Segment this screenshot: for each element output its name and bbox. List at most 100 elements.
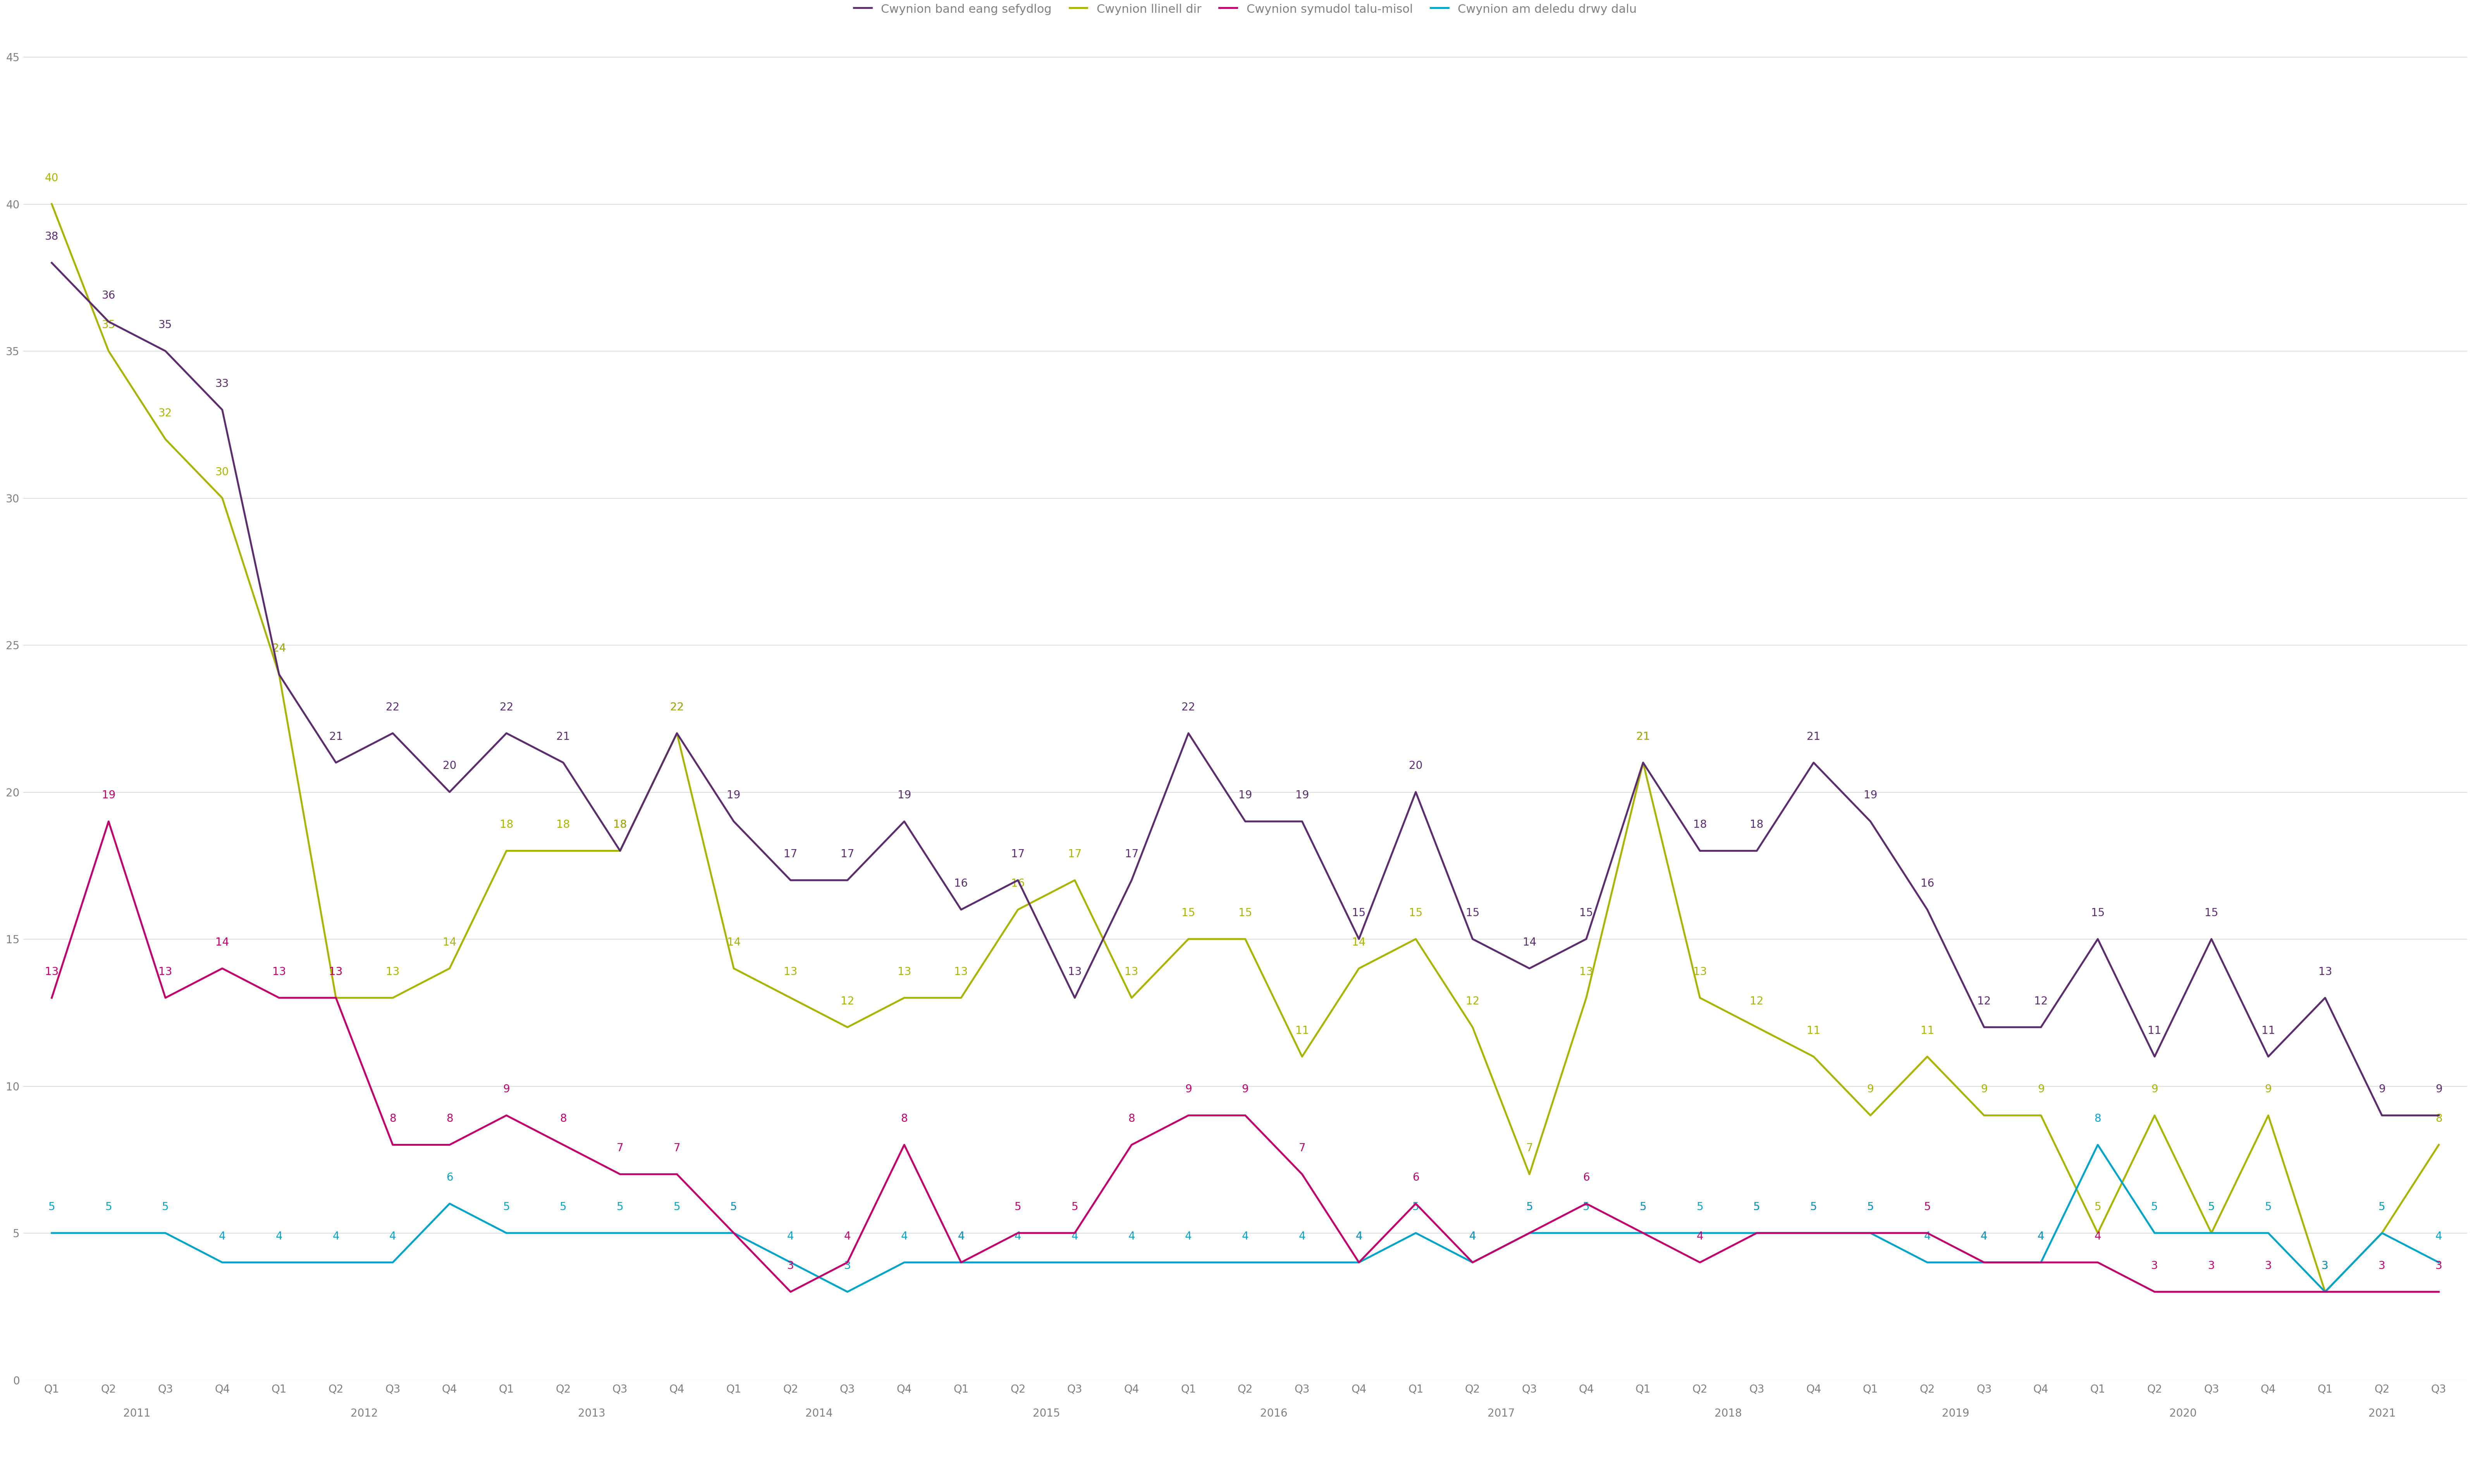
Cwynion llinell dir [2025, 1107, 2055, 1125]
Text: 18: 18 [1694, 819, 1706, 830]
Text: 5: 5 [2095, 1202, 2102, 1212]
Text: 17: 17 [1011, 849, 1024, 859]
Cwynion symudol talu-misol [1912, 1224, 1941, 1242]
Cwynion band eang sefydlog [890, 813, 920, 831]
Cwynion band eang sefydlog [549, 754, 579, 772]
Cwynion symudol talu-misol [378, 1135, 408, 1153]
Cwynion band eang sefydlog [2196, 930, 2226, 948]
Text: 33: 33 [215, 378, 230, 389]
Text: 13: 13 [272, 966, 287, 978]
Cwynion symudol talu-misol [2025, 1254, 2055, 1272]
Cwynion symudol talu-misol [1232, 1107, 1261, 1125]
Text: 5: 5 [616, 1202, 623, 1212]
Cwynion band eang sefydlog [2310, 988, 2339, 1006]
Text: 19: 19 [898, 789, 910, 801]
Text: 3: 3 [2322, 1260, 2330, 1272]
Text: 4: 4 [2038, 1232, 2045, 1242]
Cwynion am deledu drwy dalu [549, 1224, 579, 1242]
Text: 6: 6 [445, 1172, 453, 1183]
Line: Cwynion symudol talu-misol: Cwynion symudol talu-misol [52, 822, 2438, 1291]
Text: 4: 4 [1924, 1232, 1931, 1242]
Text: 4: 4 [1355, 1232, 1363, 1242]
Cwynion llinell dir [890, 988, 920, 1006]
Cwynion band eang sefydlog [492, 724, 522, 742]
Cwynion llinell dir [1061, 871, 1091, 889]
Text: 3: 3 [2379, 1260, 2386, 1272]
Text: 13: 13 [158, 966, 173, 978]
Cwynion am deledu drwy dalu [947, 1254, 977, 1272]
Text: 7: 7 [1298, 1143, 1306, 1153]
Cwynion am deledu drwy dalu [777, 1254, 806, 1272]
Text: 15: 15 [1410, 908, 1422, 919]
Cwynion am deledu drwy dalu [321, 1254, 351, 1272]
Cwynion llinell dir [208, 490, 237, 508]
Text: 19: 19 [1865, 789, 1877, 801]
Cwynion am deledu drwy dalu [1969, 1254, 1998, 1272]
Text: 5: 5 [106, 1202, 111, 1212]
Text: 5: 5 [1810, 1202, 1818, 1212]
Text: 5: 5 [163, 1202, 168, 1212]
Cwynion llinell dir [2082, 1224, 2112, 1242]
Cwynion band eang sefydlog [1061, 988, 1091, 1006]
Text: 11: 11 [1808, 1025, 1820, 1036]
Text: 17: 17 [1125, 849, 1138, 859]
Text: 15: 15 [2092, 908, 2105, 919]
Cwynion llinell dir [1232, 930, 1261, 948]
Cwynion band eang sefydlog [606, 841, 636, 859]
Cwynion symudol talu-misol [2082, 1254, 2112, 1272]
Cwynion am deledu drwy dalu [1741, 1224, 1771, 1242]
Text: 4: 4 [218, 1232, 225, 1242]
Text: 11: 11 [2260, 1025, 2275, 1036]
Text: 13: 13 [45, 966, 59, 978]
Cwynion symudol talu-misol [1684, 1254, 1714, 1272]
Cwynion llinell dir [435, 960, 465, 978]
Text: 13: 13 [1580, 966, 1593, 978]
Cwynion symudol talu-misol [1855, 1224, 1884, 1242]
Cwynion am deledu drwy dalu [1400, 1224, 1429, 1242]
Text: 3: 3 [2322, 1260, 2330, 1272]
Cwynion symudol talu-misol [1118, 1135, 1147, 1153]
Cwynion am deledu drwy dalu [1061, 1254, 1091, 1272]
Text: 17: 17 [841, 849, 853, 859]
Cwynion am deledu drwy dalu [1004, 1254, 1034, 1272]
Cwynion symudol talu-misol [1061, 1224, 1091, 1242]
Text: 8: 8 [445, 1113, 453, 1125]
Cwynion llinell dir [2253, 1107, 2283, 1125]
Text: 19: 19 [101, 789, 116, 801]
Cwynion llinell dir [1400, 930, 1429, 948]
Cwynion symudol talu-misol [1741, 1224, 1771, 1242]
Text: 12: 12 [2035, 996, 2048, 1006]
Text: 8: 8 [2095, 1113, 2102, 1125]
Cwynion llinell dir [2424, 1135, 2453, 1153]
Text: 13: 13 [898, 966, 910, 978]
Text: 8: 8 [900, 1113, 908, 1125]
Cwynion llinell dir [1513, 1165, 1543, 1183]
Text: 21: 21 [1637, 732, 1649, 742]
Text: 5: 5 [1753, 1202, 1761, 1212]
Cwynion am deledu drwy dalu [151, 1224, 181, 1242]
Text: 9: 9 [1185, 1083, 1192, 1095]
Cwynion llinell dir [1004, 901, 1034, 919]
Text: 13: 13 [386, 966, 401, 978]
Cwynion llinell dir [720, 960, 749, 978]
Text: 18: 18 [1751, 819, 1763, 830]
Cwynion symudol talu-misol [2253, 1282, 2283, 1300]
Cwynion am deledu drwy dalu [1118, 1254, 1147, 1272]
Text: 6: 6 [1412, 1172, 1420, 1183]
Text: 4: 4 [1469, 1232, 1476, 1242]
Text: 19: 19 [727, 789, 739, 801]
Text: 21: 21 [556, 732, 571, 742]
Cwynion llinell dir [2310, 1282, 2339, 1300]
Cwynion band eang sefydlog [1741, 841, 1771, 859]
Cwynion am deledu drwy dalu [663, 1224, 692, 1242]
Cwynion am deledu drwy dalu [720, 1224, 749, 1242]
Cwynion band eang sefydlog [435, 784, 465, 801]
Cwynion am deledu drwy dalu [2253, 1224, 2283, 1242]
Cwynion band eang sefydlog [833, 871, 863, 889]
Text: 4: 4 [957, 1232, 964, 1242]
Cwynion band eang sefydlog [2367, 1107, 2396, 1125]
Text: 2012: 2012 [351, 1408, 378, 1419]
Text: 18: 18 [556, 819, 571, 830]
Text: 15: 15 [1239, 908, 1251, 919]
Text: 4: 4 [1128, 1232, 1135, 1242]
